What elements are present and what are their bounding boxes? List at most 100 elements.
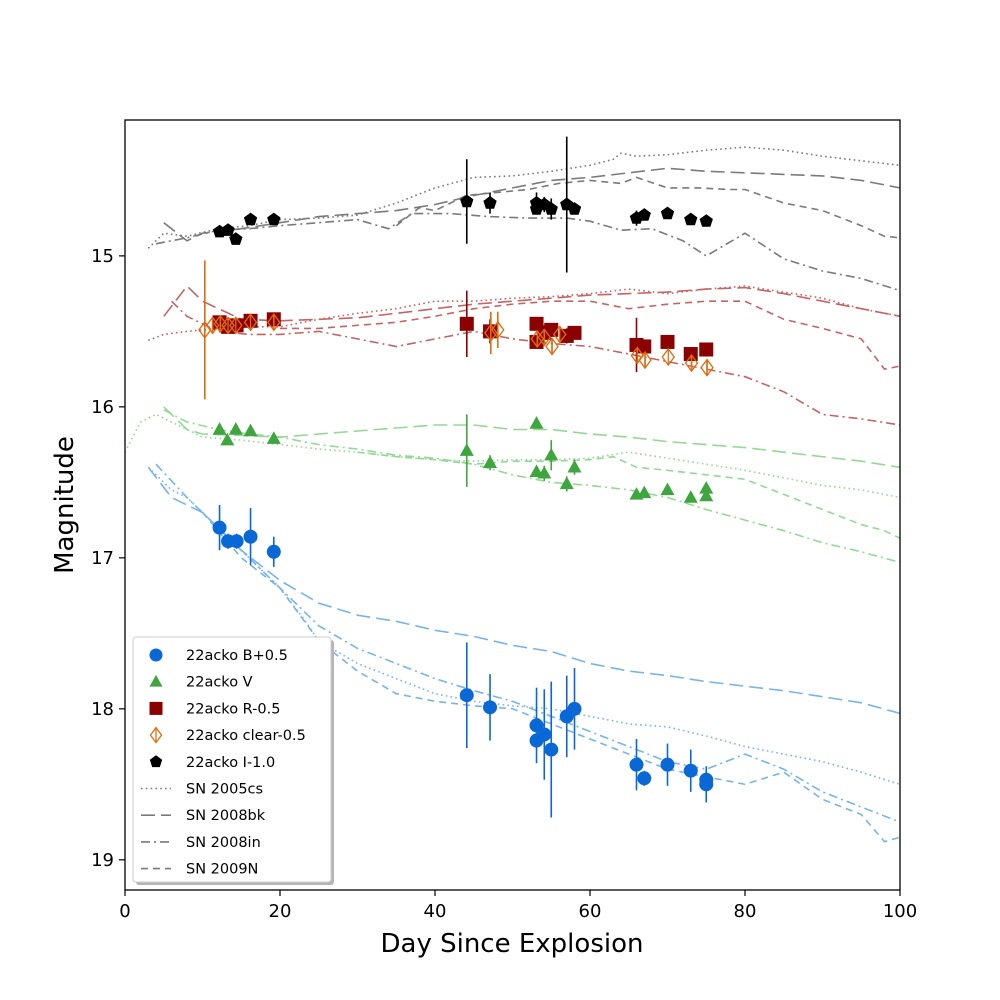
- data-point-v-14: [637, 485, 652, 499]
- data-point-clear-14: [638, 350, 652, 370]
- data-point-r-17: [699, 342, 714, 357]
- data-point-clear-17: [700, 358, 714, 377]
- data-point-clear-7: [484, 323, 498, 343]
- data-point-b-10: [544, 742, 559, 757]
- legend-label-8: SN 2009N: [186, 862, 258, 878]
- template-curve-sn-2005cs-v: [125, 413, 900, 499]
- x-tick-label-100: 100: [883, 901, 917, 922]
- legend-label-6: SN 2008bk: [186, 808, 266, 824]
- data-point-b-12: [567, 701, 582, 716]
- data-point-v-11: [559, 476, 574, 490]
- data-point-v-17: [699, 488, 714, 502]
- data-point-b-16: [683, 763, 698, 778]
- data-point-b-15: [660, 757, 675, 772]
- observed-points: [198, 136, 714, 818]
- data-point-v-7: [529, 416, 544, 429]
- data-point-clear-1: [205, 316, 220, 335]
- template-curve-sn-2008in-b: [155, 463, 900, 823]
- data-point-i-2: [229, 232, 243, 245]
- data-point-clear-9: [530, 329, 545, 349]
- data-point-clear-11: [545, 337, 559, 356]
- data-point-i-12: [567, 202, 582, 215]
- template-curve-sn-2008bk-i: [163, 167, 900, 242]
- data-point-i-17: [699, 214, 713, 227]
- template-curve-sn-2009n-v: [357, 451, 900, 539]
- data-point-i-4: [267, 212, 281, 226]
- data-point-v-4: [266, 431, 281, 444]
- data-point-r-10: [544, 322, 559, 337]
- legend-label-5: SN 2005cs: [186, 782, 263, 798]
- legend: 22acko B+0.5 22acko V 22acko R-0.5 22acko c…: [132, 636, 334, 885]
- data-point-b-13: [629, 757, 644, 772]
- x-tick-label-60: 60: [579, 901, 602, 922]
- legend-marker-3: [149, 726, 163, 744]
- legend-label-4: 22acko I-1.0: [186, 755, 275, 771]
- y-tick-label-17: 17: [91, 548, 114, 569]
- data-point-v-3: [243, 423, 258, 437]
- legend-label-3: 22acko clear-0.5: [186, 728, 306, 744]
- legend-marker-0: [149, 648, 163, 662]
- data-point-v-10: [544, 447, 559, 461]
- template-curve-sn-2009n-i: [395, 176, 900, 239]
- data-point-b-5: [459, 688, 474, 703]
- x-tick-label-0: 0: [119, 901, 130, 922]
- legend-label-1: 22acko V: [186, 675, 253, 691]
- data-point-b-4: [266, 544, 281, 559]
- data-point-v-9: [537, 465, 552, 479]
- legend-box: [132, 636, 332, 883]
- legend-label-0: 22acko B+0.5: [186, 648, 288, 664]
- data-point-i-14: [637, 208, 651, 221]
- data-point-v-18: [699, 481, 714, 494]
- y-tick-label-16: 16: [91, 397, 114, 418]
- data-point-v-5: [459, 443, 474, 456]
- data-point-i-3: [243, 212, 258, 226]
- y-tick-label-18: 18: [91, 699, 114, 720]
- x-tick-label-40: 40: [424, 901, 447, 922]
- data-point-clear-2: [213, 314, 228, 333]
- data-point-v-2: [228, 422, 243, 435]
- data-point-b-18: [699, 777, 714, 792]
- data-point-i-15: [660, 206, 675, 220]
- data-point-i-16: [684, 212, 698, 226]
- data-point-clear-10: [537, 328, 552, 347]
- data-point-i-10: [544, 202, 558, 215]
- data-point-clear-8: [491, 320, 505, 340]
- data-point-i-5: [460, 194, 474, 208]
- template-curve-sn-2008in-v: [163, 409, 900, 564]
- template-curve-sn-2008bk-r: [163, 284, 900, 322]
- x-tick-label-80: 80: [734, 901, 757, 922]
- template-curve-sn-2009n-r: [280, 300, 900, 370]
- legend-marker-1: [149, 674, 163, 687]
- legend-label-2: 22acko R-0.5: [186, 701, 280, 717]
- x-axis-label: Day Since Explosion: [381, 929, 644, 959]
- plot-frame: [124, 119, 901, 891]
- axis-ticks: 0 20 40 60 80 100 15 16 17 18 19: [91, 246, 917, 922]
- data-point-clear-6: [267, 313, 281, 332]
- data-point-v-12: [567, 459, 582, 473]
- y-tick-label-19: 19: [91, 850, 114, 871]
- data-point-clear-15: [661, 347, 676, 367]
- x-tick-label-20: 20: [269, 901, 292, 922]
- data-point-v-16: [683, 490, 698, 503]
- data-point-clear-16: [684, 353, 699, 373]
- data-point-v-15: [660, 482, 675, 496]
- data-point-r-12: [567, 325, 582, 340]
- data-point-b-3: [243, 529, 258, 544]
- data-point-v-6: [483, 455, 498, 468]
- data-point-clear-5: [243, 313, 258, 332]
- template-curve-sn-2008in-r: [170, 300, 900, 426]
- template-curve-sn-2008in-i: [155, 212, 900, 292]
- data-point-b-9: [537, 727, 552, 742]
- data-point-r-15: [660, 334, 675, 349]
- data-point-r-16: [683, 347, 698, 362]
- data-point-v-1: [220, 432, 235, 446]
- data-point-i-6: [483, 196, 497, 209]
- template-curve-sn-2005cs-i: [147, 146, 900, 249]
- data-point-b-0: [212, 520, 227, 535]
- data-point-b-2: [229, 534, 244, 549]
- data-point-b-6: [483, 700, 498, 715]
- template-curve-sn-2005cs-b: [147, 466, 900, 786]
- data-point-i-1: [221, 223, 235, 236]
- legend-marker-2: [149, 701, 163, 715]
